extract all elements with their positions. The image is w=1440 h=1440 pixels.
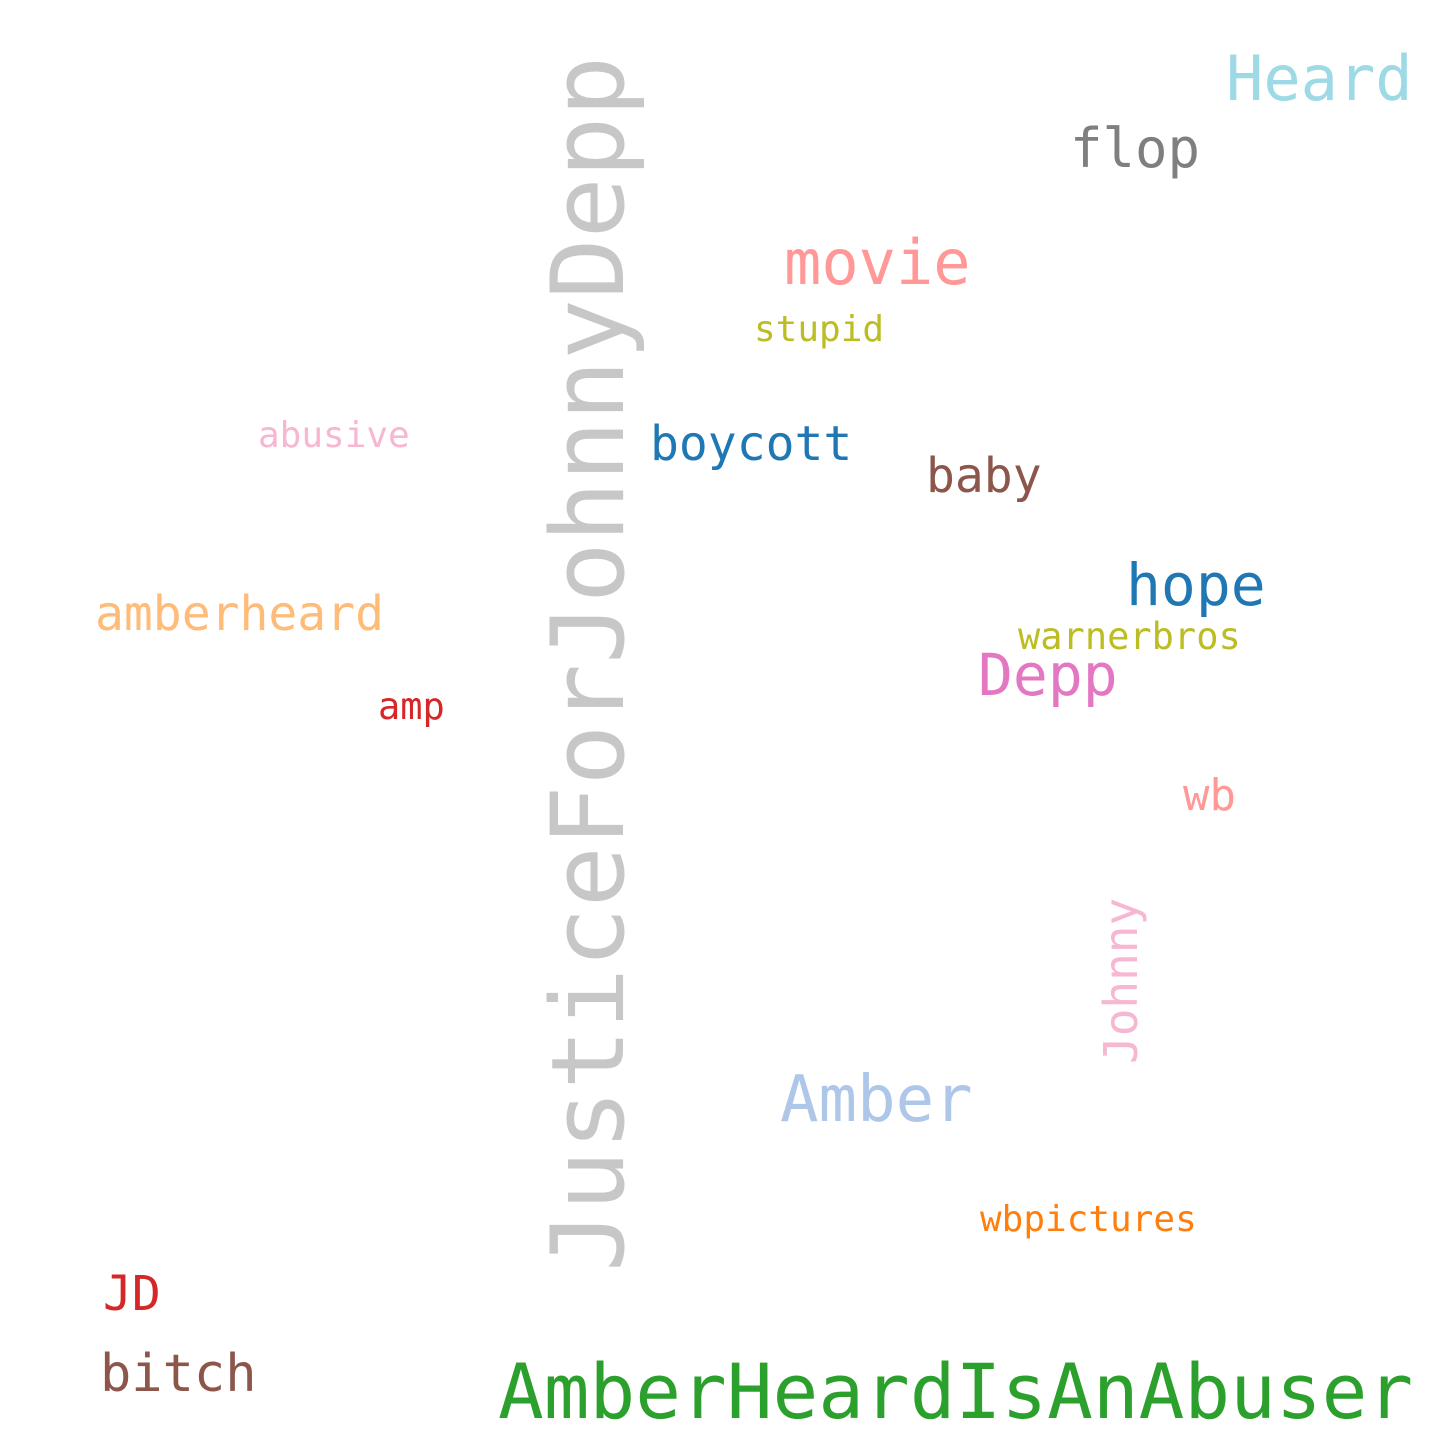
word-baby: baby [926,448,1042,504]
word-amber: Amber [780,1063,973,1137]
word-johnny: Johnny [1094,897,1148,1064]
word-boycott: boycott [650,416,853,472]
word-amberheard-is-an-abuser: AmberHeardIsAnAbuser [498,1347,1414,1436]
word-heard: Heard [1226,42,1413,115]
word-warnerbros: warnerbros [1018,615,1241,658]
word-amp: amp [378,685,445,728]
word-jd: JD [103,1266,161,1322]
word-abusive: abusive [258,415,410,456]
word-wb: wb [1183,770,1236,821]
word-hope: hope [1126,551,1266,619]
word-amberheard-lower: amberheard [95,586,384,642]
word-bitch: bitch [100,1344,257,1404]
word-depp: Depp [978,641,1118,709]
word-justicefor-johnnydepp: JusticeForJohnnyDepp [529,55,647,1272]
word-movie: movie [784,226,971,299]
word-stupid: stupid [754,309,885,350]
word-flop: flop [1070,117,1201,180]
word-wbpictures: wbpictures [980,1199,1197,1240]
